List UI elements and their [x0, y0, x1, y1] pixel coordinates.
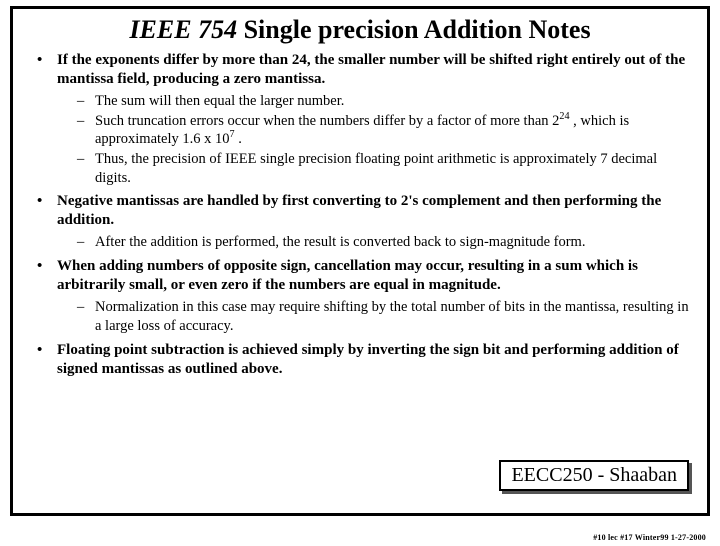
bullet-2-subs: Normalization in this case may require s… [57, 298, 693, 335]
bullet-0-sub-0: The sum will then equal the larger numbe… [81, 92, 693, 111]
title-rest: Single precision Addition Notes [237, 15, 590, 44]
bullet-1-subs: After the addition is performed, the res… [57, 233, 693, 252]
bullet-0-sub-2: Thus, the precision of IEEE single preci… [81, 150, 693, 187]
slide-title: IEEE 754 Single precision Addition Notes [27, 15, 693, 45]
main-list: If the exponents differ by more than 24,… [27, 51, 693, 379]
bullet-2-text: When adding numbers of opposite sign, ca… [57, 258, 638, 293]
small-footer: #10 lec #17 Winter99 1-27-2000 [593, 533, 706, 542]
bullet-0-text: If the exponents differ by more than 24,… [57, 52, 685, 87]
bullet-0-sub-1: Such truncation errors occur when the nu… [81, 112, 693, 149]
bullet-1-sub-0: After the addition is performed, the res… [81, 233, 693, 252]
bullet-1-text: Negative mantissas are handled by first … [57, 193, 661, 228]
bullet-0-subs: The sum will then equal the larger numbe… [57, 92, 693, 187]
slide-frame: IEEE 754 Single precision Addition Notes… [10, 6, 710, 516]
bullet-3-text: Floating point subtraction is achieved s… [57, 342, 679, 377]
bullet-3: Floating point subtraction is achieved s… [43, 341, 693, 379]
bullet-2-sub-0: Normalization in this case may require s… [81, 298, 693, 335]
footer-box: EECC250 - Shaaban [499, 460, 689, 491]
bullet-0: If the exponents differ by more than 24,… [43, 51, 693, 187]
bullet-1: Negative mantissas are handled by first … [43, 192, 693, 252]
title-italic: IEEE 754 [129, 15, 237, 44]
bullet-2: When adding numbers of opposite sign, ca… [43, 257, 693, 335]
